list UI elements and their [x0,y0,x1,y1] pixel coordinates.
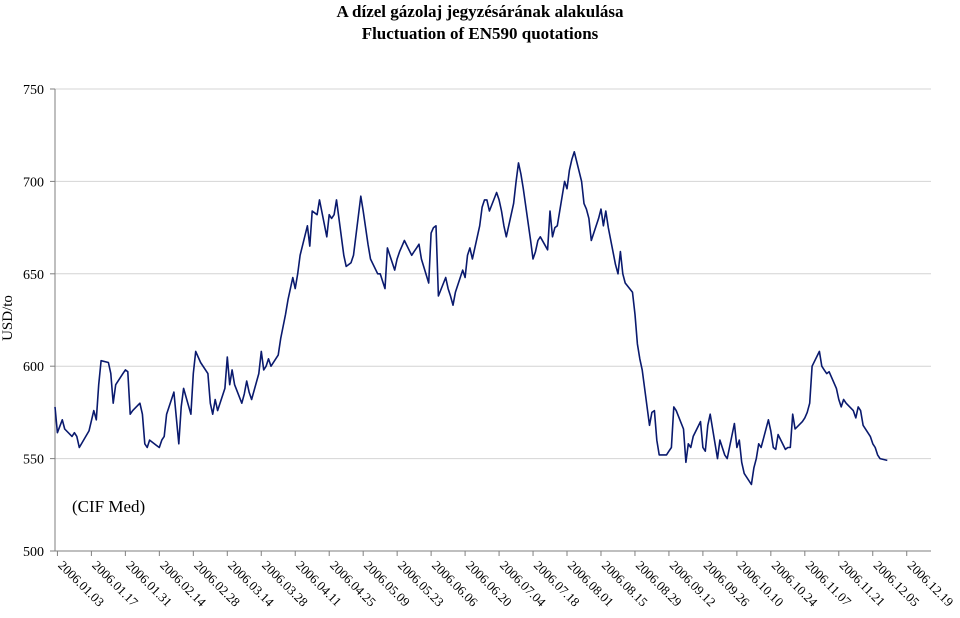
y-tick-label: 550 [23,453,44,468]
y-tick-label: 750 [23,83,44,98]
y-tick-label: 500 [23,545,44,560]
chart-title-line-1: A dízel gázolaj jegyzésárának alakulása [336,2,624,21]
chart-title-line-2: Fluctuation of EN590 quotations [361,24,599,43]
y-tick-label: 650 [23,268,44,283]
y-tick-label: 700 [23,175,44,190]
series-line [54,151,888,486]
region-annotation: (CIF Med) [72,497,145,516]
y-tick-label: 600 [23,360,44,375]
y-axis-label: USD/to [0,295,16,341]
